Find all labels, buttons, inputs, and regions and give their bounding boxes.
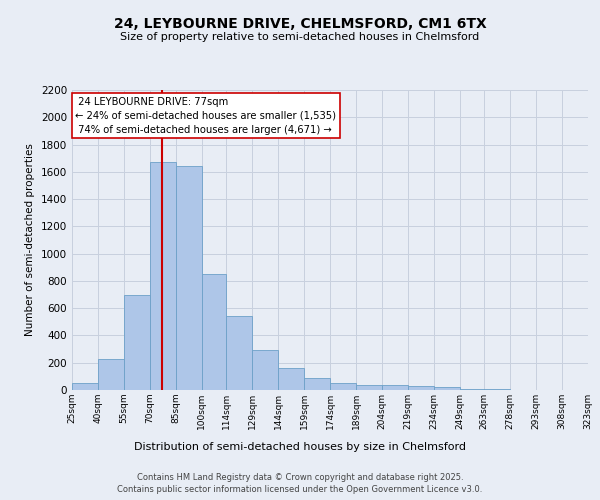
Bar xyxy=(330,383,356,390)
Y-axis label: Number of semi-detached properties: Number of semi-detached properties xyxy=(25,144,35,336)
Bar xyxy=(434,388,460,390)
Bar xyxy=(356,384,382,390)
Bar xyxy=(176,166,202,390)
Bar xyxy=(382,384,408,390)
Text: 24, LEYBOURNE DRIVE, CHELMSFORD, CM1 6TX: 24, LEYBOURNE DRIVE, CHELMSFORD, CM1 6TX xyxy=(113,18,487,32)
Text: Contains HM Land Registry data © Crown copyright and database right 2025.: Contains HM Land Registry data © Crown c… xyxy=(137,472,463,482)
Bar xyxy=(278,368,304,390)
Bar xyxy=(124,294,150,390)
Text: Contains public sector information licensed under the Open Government Licence v3: Contains public sector information licen… xyxy=(118,485,482,494)
Bar xyxy=(408,386,434,390)
Text: Distribution of semi-detached houses by size in Chelmsford: Distribution of semi-detached houses by … xyxy=(134,442,466,452)
Bar xyxy=(202,274,226,390)
Text: 24 LEYBOURNE DRIVE: 77sqm
← 24% of semi-detached houses are smaller (1,535)
 74%: 24 LEYBOURNE DRIVE: 77sqm ← 24% of semi-… xyxy=(76,97,337,135)
Text: Size of property relative to semi-detached houses in Chelmsford: Size of property relative to semi-detach… xyxy=(121,32,479,42)
Bar xyxy=(226,316,252,390)
Bar xyxy=(150,162,176,390)
Bar xyxy=(72,383,98,390)
Bar xyxy=(252,350,278,390)
Bar xyxy=(304,378,330,390)
Bar xyxy=(98,358,124,390)
Bar xyxy=(460,388,484,390)
